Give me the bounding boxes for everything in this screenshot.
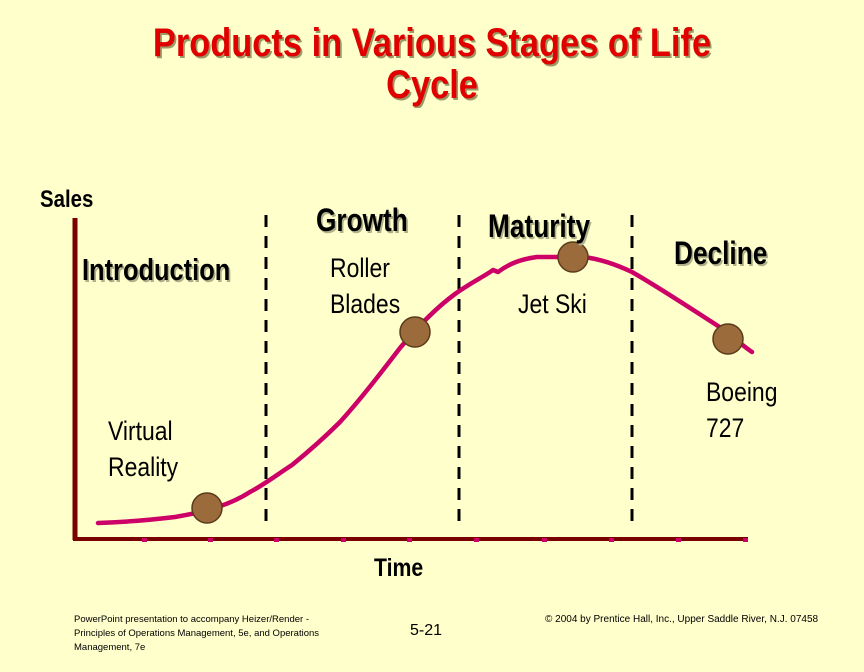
stage-introduction: Introduction: [82, 252, 231, 287]
product-virtual-reality: Virtual Reality: [108, 413, 178, 485]
x-axis-ticks: [142, 538, 748, 542]
product-jet-ski-line1: Jet Ski: [518, 289, 587, 319]
product-boeing-727-line2: 727: [706, 413, 745, 443]
stage-growth: Growth: [316, 202, 408, 238]
marker-roller-blades: [399, 316, 431, 348]
slide-title: Products in Various Stages of Life Cycle: [60, 22, 803, 106]
marker-virtual-reality: [191, 492, 223, 524]
product-boeing-727: Boeing 727: [706, 374, 777, 446]
footer-source: PowerPoint presentation to accompany Hei…: [74, 614, 320, 653]
stage-maturity: Maturity: [488, 208, 591, 244]
marker-boeing-727: [712, 323, 744, 355]
stage-decline: Decline: [674, 235, 768, 271]
product-roller-blades: Roller Blades: [330, 250, 400, 322]
product-boeing-727-line1: Boeing: [706, 377, 778, 407]
marker-jet-ski: [557, 241, 589, 273]
product-virtual-reality-line2: Reality: [108, 452, 179, 482]
footer-copyright: © 2004 by Prentice Hall, Inc., Upper Sad…: [545, 614, 819, 625]
product-roller-blades-line1: Roller: [330, 253, 390, 283]
product-virtual-reality-line1: Virtual: [108, 416, 173, 446]
x-axis-label: Time: [374, 554, 424, 582]
page-number: 5-21: [410, 622, 443, 639]
product-roller-blades-line2: Blades: [330, 289, 401, 319]
slide-title-line1: Products in Various Stages of Life: [152, 21, 712, 65]
product-jet-ski: Jet Ski: [518, 286, 587, 322]
life-cycle-curve: [95, 254, 755, 526]
slide-title-line2: Cycle: [386, 63, 478, 107]
y-axis-label: Sales: [40, 186, 94, 213]
